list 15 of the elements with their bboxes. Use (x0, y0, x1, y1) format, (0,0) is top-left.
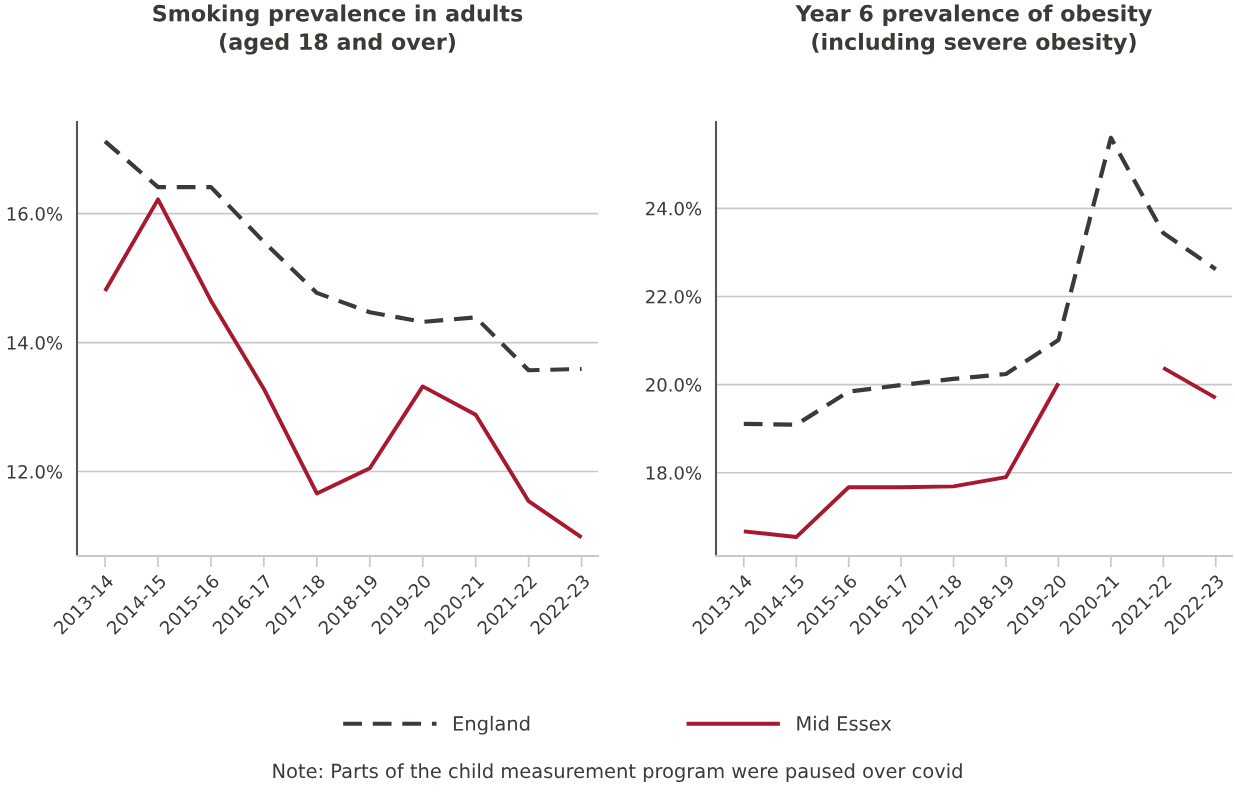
line-series (103, 197, 584, 540)
y-tick-label: 18.0% (646, 466, 702, 480)
y-tick-label: 24.0% (646, 201, 702, 216)
y-tick-label: 16.0% (7, 207, 63, 221)
y-tick-label: 20.0% (646, 378, 702, 392)
y-tick-label: 12.0% (7, 464, 63, 479)
y-tick-label: 22.0% (646, 289, 702, 304)
legend-label: Mid Essex (797, 715, 892, 731)
chart-title: Year 6 prevalence of obesity (including severe obesity) (795, 4, 1152, 55)
line-series (102, 139, 584, 373)
legend-label: England (453, 715, 530, 735)
chart-title: Smoking prevalence in adults (aged 18 and over) (153, 4, 523, 55)
text: Note: Parts of the child measurement program were paused over covid (273, 763, 962, 783)
y-tick-label: 14.0% (7, 336, 63, 350)
line-series (741, 135, 1218, 427)
